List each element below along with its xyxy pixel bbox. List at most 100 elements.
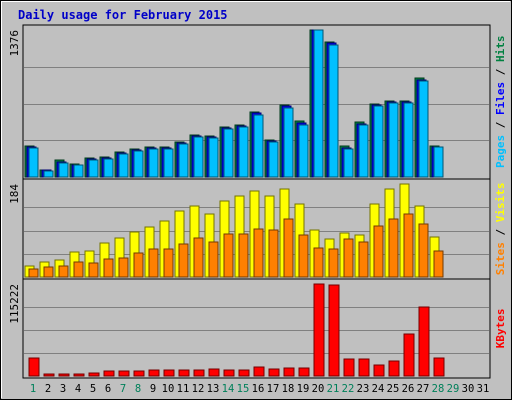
bar-sites-day-9 xyxy=(148,248,159,278)
bar-kbytes-day-25 xyxy=(388,360,400,377)
series-legend: KBytes xyxy=(494,309,507,349)
series-legend: Sites / Visits xyxy=(494,182,507,275)
bar-pages-day-19 xyxy=(298,124,309,178)
bar-sites-day-22 xyxy=(343,238,354,278)
bar-sites-day-27 xyxy=(418,223,429,278)
bar-kbytes-day-11 xyxy=(178,369,190,377)
bar-kbytes-day-24 xyxy=(373,364,385,377)
bar-kbytes-day-4 xyxy=(73,373,85,377)
x-tick-day-26: 26 xyxy=(402,383,415,395)
bar-pages-day-15 xyxy=(238,126,249,178)
bar-sites-day-24 xyxy=(373,225,384,278)
bar-sites-day-7 xyxy=(118,257,129,278)
legend-entry: Files xyxy=(494,82,507,115)
bar-sites-day-8 xyxy=(133,252,144,278)
y-max-label: 115222 xyxy=(8,284,21,324)
bar-sites-day-16 xyxy=(253,228,264,278)
bar-pages-day-20 xyxy=(313,29,324,178)
bar-pages-day-22 xyxy=(343,148,354,178)
bar-pages-day-10 xyxy=(163,148,174,178)
x-tick-day-15: 15 xyxy=(237,383,250,395)
bar-sites-day-5 xyxy=(88,262,99,278)
legend-entry: / xyxy=(494,62,507,82)
bar-sites-day-19 xyxy=(298,234,309,278)
x-tick-day-19: 19 xyxy=(297,383,310,395)
bar-kbytes-day-18 xyxy=(283,367,295,377)
x-tick-day-25: 25 xyxy=(387,383,400,395)
x-tick-day-12: 12 xyxy=(192,383,205,395)
bar-kbytes-day-13 xyxy=(208,368,220,377)
x-tick-day-13: 13 xyxy=(207,383,220,395)
legend-entry: / xyxy=(494,222,507,242)
panel-1: 184 Sites / Visits xyxy=(8,178,507,280)
bar-kbytes-day-9 xyxy=(148,369,160,377)
bar-sites-day-3 xyxy=(58,265,69,278)
x-tick-day-3: 3 xyxy=(60,383,66,395)
bar-kbytes-day-16 xyxy=(253,366,265,377)
x-tick-day-4: 4 xyxy=(75,383,81,395)
bar-pages-day-1 xyxy=(28,147,39,178)
bar-pages-day-26 xyxy=(403,102,414,178)
bar-kbytes-day-27 xyxy=(418,306,430,377)
x-tick-day-6: 6 xyxy=(105,383,111,395)
bar-kbytes-day-3 xyxy=(58,373,70,377)
bar-kbytes-day-26 xyxy=(403,333,415,377)
bar-kbytes-day-17 xyxy=(268,368,280,377)
legend-entry: Visits xyxy=(494,182,507,222)
x-tick-day-30: 30 xyxy=(462,383,475,395)
bar-kbytes-day-8 xyxy=(133,370,145,377)
bar-sites-day-10 xyxy=(163,248,174,278)
bar-sites-day-4 xyxy=(73,261,84,278)
bar-kbytes-day-19 xyxy=(298,367,310,377)
bar-sites-day-2 xyxy=(43,266,54,278)
bar-sites-day-18 xyxy=(283,218,294,278)
bar-kbytes-day-6 xyxy=(103,370,115,377)
x-tick-day-5: 5 xyxy=(90,383,96,395)
bar-pages-day-2 xyxy=(43,170,54,178)
x-tick-day-18: 18 xyxy=(282,383,295,395)
bar-sites-day-28 xyxy=(433,250,444,278)
bar-kbytes-day-1 xyxy=(28,357,40,377)
panel-0: 1376 Pages / Files / Hits xyxy=(8,24,507,180)
bar-sites-day-21 xyxy=(328,248,339,278)
x-tick-day-28: 28 xyxy=(432,383,445,395)
series-legend: Pages / Files / Hits xyxy=(494,36,507,169)
x-tick-day-31: 31 xyxy=(477,383,490,395)
x-axis: 1 2 3 4 5 6 7 8 9 10 11 12 13 14 15 16 17 18 19 20 21 22 23 24 2… xyxy=(30,383,489,395)
y-max-label: 184 xyxy=(8,184,21,204)
x-tick-day-21: 21 xyxy=(327,383,340,395)
frame-highlight-top xyxy=(1,1,510,2)
frame-highlight-left xyxy=(1,1,2,398)
bar-kbytes-day-23 xyxy=(358,358,370,377)
legend-entry: / xyxy=(494,115,507,135)
bar-kbytes-day-5 xyxy=(88,372,100,377)
x-tick-day-16: 16 xyxy=(252,383,265,395)
x-tick-day-27: 27 xyxy=(417,383,430,395)
x-tick-day-20: 20 xyxy=(312,383,325,395)
bar-pages-day-12 xyxy=(193,136,204,178)
bar-pages-day-23 xyxy=(358,124,369,178)
bar-pages-day-9 xyxy=(148,148,159,178)
bar-sites-day-17 xyxy=(268,229,279,278)
bar-kbytes-day-15 xyxy=(238,369,250,377)
bar-pages-day-27 xyxy=(418,80,429,178)
y-max-label: 1376 xyxy=(8,30,21,57)
bar-pages-day-21 xyxy=(328,44,339,178)
bar-pages-day-3 xyxy=(58,162,69,178)
bar-kbytes-day-22 xyxy=(343,358,355,377)
x-tick-day-9: 9 xyxy=(150,383,156,395)
legend-entry: Pages xyxy=(494,135,507,168)
bar-pages-day-16 xyxy=(253,114,264,178)
bar-sites-day-15 xyxy=(238,233,249,278)
panel-2: 115222 KBytes xyxy=(8,278,507,379)
x-tick-day-22: 22 xyxy=(342,383,355,395)
bar-pages-day-28 xyxy=(433,146,444,178)
bar-sites-day-20 xyxy=(313,247,324,278)
bar-sites-day-12 xyxy=(193,237,204,278)
bar-pages-day-11 xyxy=(178,143,189,178)
bar-kbytes-day-2 xyxy=(43,373,55,377)
bar-pages-day-14 xyxy=(223,128,234,178)
bar-pages-day-25 xyxy=(388,102,399,178)
bar-sites-day-14 xyxy=(223,233,234,278)
